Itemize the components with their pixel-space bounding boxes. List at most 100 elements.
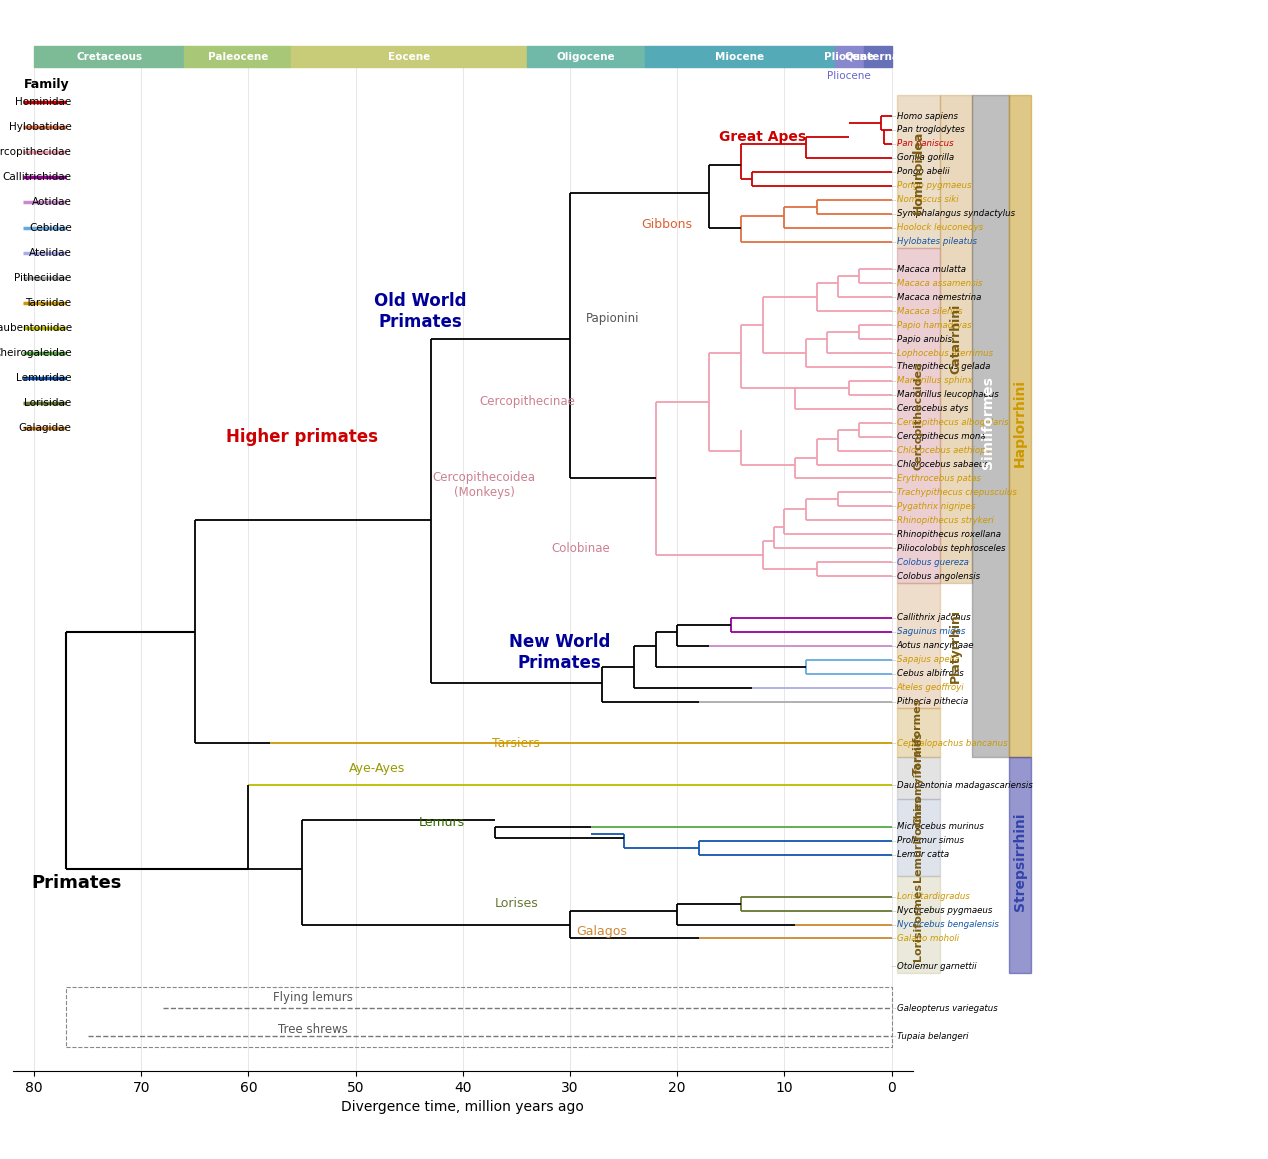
Text: New World
Primates: New World Primates [508,633,610,672]
Text: Aye-Ayes: Aye-Ayes [349,761,406,775]
Text: Mandrillus leucophaeus: Mandrillus leucophaeus [896,391,999,400]
Text: Microcebus murinus: Microcebus murinus [896,823,984,831]
Text: Hylobates pileatus: Hylobates pileatus [896,236,976,246]
Text: Pliocene: Pliocene [824,52,874,61]
Bar [645,46,834,67]
Bar [896,708,940,757]
Text: Cercopithecoidea: Cercopithecoidea [913,362,923,471]
Text: Colobus guereza: Colobus guereza [896,557,969,567]
Text: Otolemur garnettii: Otolemur garnettii [896,962,976,971]
Text: Cercopithecus mona: Cercopithecus mona [896,432,985,442]
Bar [527,46,645,67]
Text: Tarsiers: Tarsiers [492,737,540,750]
Text: Trachypithecus crepusculus: Trachypithecus crepusculus [896,488,1017,497]
Text: Macaca assamensis: Macaca assamensis [896,279,983,287]
Text: Atelidae: Atelidae [29,248,71,257]
Text: Aotidae: Aotidae [32,197,71,207]
Text: Pongo pygmaeus: Pongo pygmaeus [896,181,971,190]
Bar [896,248,940,583]
Text: Cheirogaleidae: Cheirogaleidae [0,348,71,358]
Text: Papionini: Papionini [586,312,639,325]
Text: Macaca nemestrina: Macaca nemestrina [896,293,981,301]
Text: Chiromyiformes: Chiromyiformes [913,731,923,825]
Text: Mandrillus sphinx: Mandrillus sphinx [896,377,973,386]
Bar [292,46,527,67]
Text: Platyrrhini: Platyrrhini [950,608,962,683]
Text: Miocene: Miocene [715,52,765,61]
Text: Cercopithecinae: Cercopithecinae [479,395,576,408]
Text: Galago moholi: Galago moholi [896,934,959,943]
X-axis label: Divergence time, million years ago: Divergence time, million years ago [341,1100,585,1114]
Text: Hominidae: Hominidae [15,97,71,107]
Bar [834,46,864,67]
Text: Ateles geoffroyi: Ateles geoffroyi [896,683,965,692]
Text: Flying lemurs: Flying lemurs [273,991,353,1004]
Text: Lemuridae: Lemuridae [16,373,71,384]
Text: Tarsiidae: Tarsiidae [25,298,71,308]
Bar [896,757,940,799]
Text: Colobinae: Colobinae [552,541,610,555]
Bar [896,95,940,248]
Text: Callithrix jacchus: Callithrix jacchus [896,613,970,622]
Text: Lorisidae: Lorisidae [24,399,71,408]
Text: Papio hamadryas: Papio hamadryas [896,321,971,329]
Text: Galeopterus variegatus: Galeopterus variegatus [896,1004,998,1013]
Text: Gorilla gorilla: Gorilla gorilla [896,153,954,162]
Text: Symphalangus syndactylus: Symphalangus syndactylus [896,209,1014,218]
Text: Rhinopithecus strykeri: Rhinopithecus strykeri [896,516,994,525]
Bar [896,583,940,708]
Bar [184,46,292,67]
Text: Hominoidea: Hominoidea [912,130,924,213]
Text: Galagos: Galagos [577,925,628,938]
Text: Galagidae: Galagidae [19,423,71,433]
Text: Papio anubis: Papio anubis [896,335,952,343]
Bar [1009,757,1031,974]
Text: Pliocene: Pliocene [827,72,871,81]
Text: Haplorrhini: Haplorrhini [1013,379,1027,467]
Text: Chlorocebus sabaeus: Chlorocebus sabaeus [896,460,989,469]
Bar [1009,95,1031,757]
Text: Colobus angolensis: Colobus angolensis [896,571,980,581]
Text: Sapajus apella: Sapajus apella [896,655,960,664]
Text: Strepsirrhini: Strepsirrhini [1013,812,1027,911]
Text: Gibbons: Gibbons [640,218,692,232]
Text: Homo sapiens: Homo sapiens [896,111,957,121]
Text: Cercocebus atys: Cercocebus atys [896,404,969,414]
Bar [940,95,971,583]
Text: Cretaceous: Cretaceous [76,52,142,61]
Text: Cercopithecidae: Cercopithecidae [0,147,71,158]
Text: Pithecia pithecia: Pithecia pithecia [896,697,969,706]
Text: Higher primates: Higher primates [226,428,378,446]
Text: Lorisiformes: Lorisiformes [913,883,923,961]
Text: Simiiformes: Simiiformes [981,377,995,469]
Text: Nycticebus bengalensis: Nycticebus bengalensis [896,920,999,930]
Text: Tupaia belangeri: Tupaia belangeri [896,1032,969,1041]
Text: Primates: Primates [32,874,122,891]
Text: Pan troglodytes: Pan troglodytes [896,125,965,134]
Text: Aotus nancymaae: Aotus nancymaae [896,641,974,650]
Text: Lophocebus aterrimus: Lophocebus aterrimus [896,349,993,357]
Text: Tree shrews: Tree shrews [278,1022,347,1036]
Text: Prolemur simus: Prolemur simus [896,837,964,845]
Text: Paleocene: Paleocene [208,52,268,61]
Text: Cercopithecoidea
(Monkeys): Cercopithecoidea (Monkeys) [432,472,536,500]
Text: Hylobatidae: Hylobatidae [9,122,71,132]
Text: Tarsiiformes: Tarsiiformes [913,698,923,775]
Text: Family: Family [23,78,68,90]
Text: Lorises: Lorises [495,897,539,910]
Text: Hoolock leuconedys: Hoolock leuconedys [896,223,983,232]
Text: Lemuriformes: Lemuriformes [913,795,923,882]
Bar [896,799,940,876]
Text: Lemur catta: Lemur catta [896,851,948,859]
Text: Cercopithecus albogularis: Cercopithecus albogularis [896,418,1008,428]
Bar [971,95,1009,757]
Text: Pygathrix nigripes: Pygathrix nigripes [896,502,975,511]
Text: Nomascus siki: Nomascus siki [896,195,959,204]
Text: Chlorocebus aethiops: Chlorocebus aethiops [896,446,990,455]
Text: Quaternary: Quaternary [844,52,910,61]
Bar [34,46,184,67]
Text: Cephalopachus bancanus: Cephalopachus bancanus [896,738,1008,748]
Text: Loris tardigradus: Loris tardigradus [896,892,970,902]
Text: Eocene: Eocene [388,52,430,61]
Text: Callitrichidae: Callitrichidae [3,173,71,182]
